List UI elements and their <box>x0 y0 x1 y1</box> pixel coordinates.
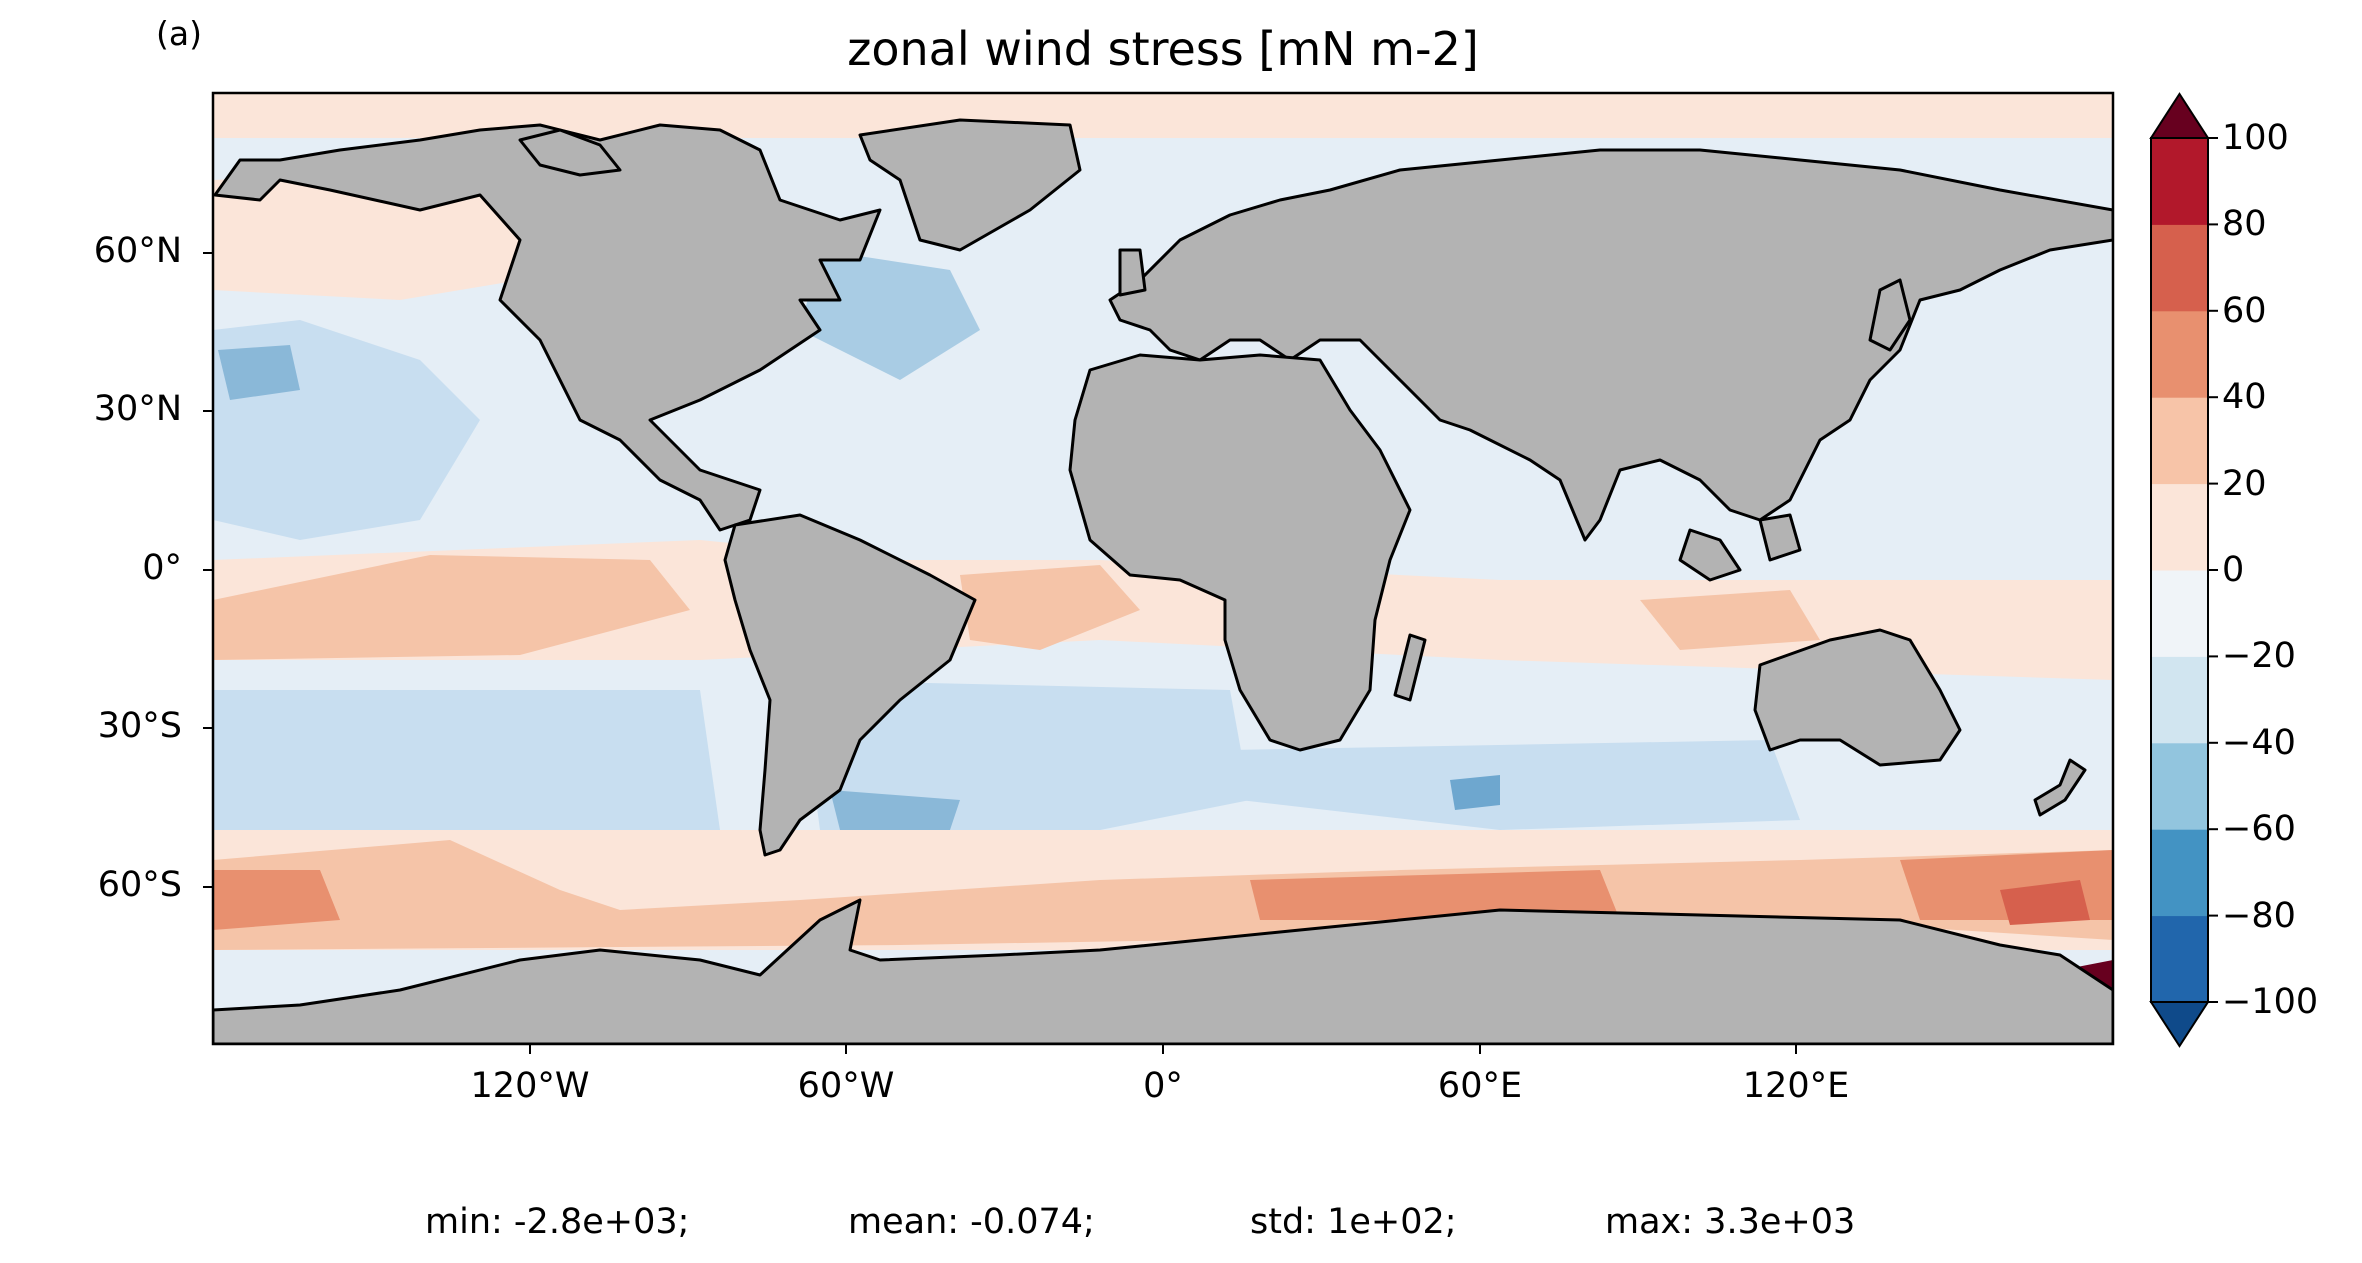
colorbar-bin <box>2151 915 2208 1003</box>
colorbar-bin <box>2151 742 2208 830</box>
land <box>213 118 2113 1044</box>
cb-tick-neg100: −100 <box>2222 982 2319 1022</box>
land-south-america <box>723 513 977 857</box>
land-indonesia <box>1678 528 1742 582</box>
colorbar <box>2149 92 2218 1048</box>
lat-tick-60s: 60°S <box>97 865 182 905</box>
field-eatl-positive <box>960 565 1140 650</box>
land-uk <box>1118 248 1147 297</box>
cb-tick-neg60: −60 <box>2222 809 2296 849</box>
field-indo-positive <box>1640 590 1820 650</box>
stat-min: min: -2.8e+03; <box>425 1202 690 1242</box>
colorbar-bin <box>2151 224 2208 312</box>
lat-tick-0: 0° <box>142 548 182 588</box>
land-new-zealand <box>2033 758 2087 817</box>
stat-std: std: 1e+02; <box>1250 1202 1457 1242</box>
stats-line: min: -2.8e+03; mean: -0.074; std: 1e+02;… <box>0 1202 2362 1250</box>
cb-tick-20: 20 <box>2222 464 2267 504</box>
field-sind-trades <box>1230 740 1800 830</box>
stat-mean: mean: -0.074; <box>848 1202 1095 1242</box>
lon-tick-60w: 60°W <box>797 1066 895 1106</box>
land-north-america <box>213 123 882 532</box>
land-japan <box>1868 278 1912 352</box>
cb-tick-40: 40 <box>2222 377 2267 417</box>
colorbar-extend-min <box>2149 1001 2210 1048</box>
colorbar-bin <box>2151 570 2208 657</box>
colorbar-bin <box>2151 310 2208 398</box>
land-antarctica <box>213 898 2113 1044</box>
field-natl-trades <box>800 250 980 380</box>
field-satl-strong <box>830 790 960 830</box>
field-so-strong-indian <box>1250 870 1620 920</box>
lon-tick-0: 0° <box>1143 1066 1183 1106</box>
field-equator-band <box>213 540 2113 680</box>
land-arctic-islands <box>518 128 622 177</box>
cb-tick-100: 100 <box>2222 118 2289 158</box>
cb-tick-neg40: −40 <box>2222 723 2296 763</box>
colorbar-bin <box>2151 829 2208 917</box>
land-africa <box>1068 353 1412 752</box>
land-australia <box>1753 628 1962 767</box>
colorbar-bin <box>2151 656 2208 744</box>
colorbar-bin <box>2151 397 2208 485</box>
field-sind-strong <box>1450 775 1500 810</box>
cb-tick-0: 0 <box>2222 550 2245 590</box>
colorbar-bin <box>2151 483 2208 571</box>
lon-tick-120w: 120°W <box>470 1066 590 1106</box>
land-borneo <box>1758 513 1802 562</box>
colorbar-bin <box>2151 138 2208 225</box>
cb-tick-neg80: −80 <box>2222 896 2296 936</box>
field-so-strong <box>213 870 340 930</box>
lat-tick-30s: 30°S <box>97 706 182 746</box>
land-greenland <box>858 118 1082 252</box>
field-epac-positive <box>213 555 690 660</box>
cb-tick-60: 60 <box>2222 291 2267 331</box>
lat-tick-30n: 30°N <box>93 389 182 429</box>
stat-max: max: 3.3e+03 <box>1605 1202 1856 1242</box>
axis-ticks <box>203 252 1797 1054</box>
cb-tick-80: 80 <box>2222 204 2267 244</box>
lat-tick-60n: 60°N <box>93 231 182 271</box>
panel-label: (a) <box>156 14 202 53</box>
field-npac-trades-strong <box>218 345 300 400</box>
cb-tick-neg20: −20 <box>2222 636 2296 676</box>
lon-tick-60e: 60°E <box>1437 1066 1523 1106</box>
land-madagascar <box>1393 633 1427 702</box>
map-title: zonal wind stress [mN m-2] <box>847 22 1479 76</box>
field-so-darkest <box>2000 880 2090 925</box>
lon-tick-120e: 120°E <box>1742 1066 1850 1106</box>
colorbar-extend-max <box>2149 92 2210 139</box>
